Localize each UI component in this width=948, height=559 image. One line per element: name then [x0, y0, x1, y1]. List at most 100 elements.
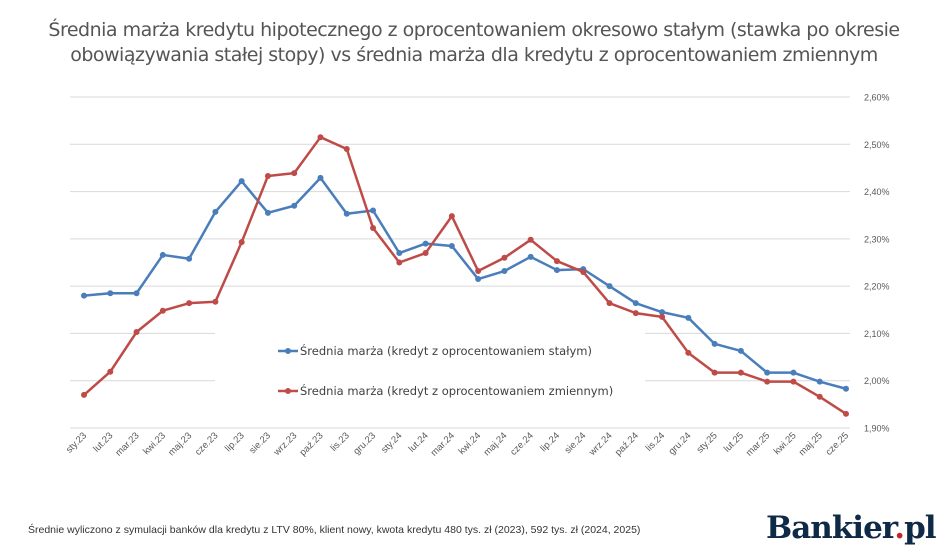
data-point	[816, 378, 823, 385]
data-point	[843, 410, 849, 417]
data-point	[81, 391, 87, 398]
y-tick-label: 2,20%	[864, 282, 890, 292]
data-point	[685, 314, 692, 321]
x-tick-label: sty.24	[379, 430, 404, 455]
data-point	[81, 292, 87, 299]
data-point	[737, 347, 744, 354]
x-tick-label: kwi.23	[141, 430, 168, 457]
data-point	[238, 178, 245, 185]
data-point	[422, 240, 429, 247]
data-point	[475, 276, 482, 283]
x-tick-label: sty.23	[64, 430, 89, 455]
legend-label: Średnia marża (kredyt z oprocentowaniem …	[300, 343, 592, 358]
bankier-logo: Bankier.pl	[766, 510, 937, 546]
data-point	[659, 309, 666, 316]
legend-entry: Średnia marża (kredyt z oprocentowaniem …	[278, 343, 592, 358]
x-tick-label: kwi.24	[456, 430, 483, 457]
data-point	[659, 313, 666, 320]
y-tick-label: 2,10%	[864, 329, 890, 339]
chart-title-line-1: Średnia marża kredytu hipotecznego z opr…	[48, 19, 900, 41]
data-point	[370, 224, 377, 231]
data-point	[632, 310, 639, 317]
x-tick-label: mar.24	[429, 430, 457, 458]
x-tick-label: mar.23	[113, 430, 141, 458]
data-point	[186, 300, 193, 307]
legend-marker	[285, 388, 291, 394]
data-point	[107, 368, 114, 375]
footer-note: Średnie wyliczono z symulacji banków dla…	[28, 524, 641, 536]
data-point	[396, 259, 403, 266]
data-point	[264, 172, 271, 179]
y-tick-label: 1,90%	[864, 424, 890, 434]
data-point	[159, 251, 166, 258]
x-tick-label: lip.24	[538, 430, 562, 454]
data-point	[264, 209, 271, 216]
legend-label: Średnia marża (kredyt z oprocentowaniem …	[300, 383, 613, 398]
data-point	[527, 253, 534, 260]
data-point	[553, 258, 560, 265]
x-tick-label: lip.23	[223, 430, 247, 454]
data-point	[606, 283, 613, 290]
x-tick-label: gru.24	[667, 430, 694, 457]
data-point	[317, 174, 324, 181]
data-point	[764, 378, 771, 385]
data-point	[448, 213, 455, 220]
data-point	[291, 202, 298, 209]
x-tick-label: maj.24	[482, 430, 510, 458]
data-point	[632, 300, 639, 307]
x-tick-label: cze.24	[508, 430, 536, 458]
x-tick-label: sie.23	[247, 430, 273, 456]
data-point	[790, 369, 797, 376]
x-tick-label: maj.23	[166, 430, 194, 458]
x-tick-label: lut.23	[91, 430, 115, 454]
data-point	[133, 329, 140, 336]
data-point	[790, 378, 797, 385]
data-point	[422, 250, 429, 257]
x-tick-label: cze.23	[193, 430, 221, 458]
legend-entry: Średnia marża (kredyt z oprocentowaniem …	[278, 383, 613, 398]
x-tick-label: sty.25	[695, 430, 720, 455]
x-tick-label: maj.25	[797, 430, 825, 458]
data-point	[212, 208, 219, 215]
data-point	[370, 207, 377, 214]
series-fixed-rate	[81, 174, 849, 392]
legend-marker	[285, 348, 291, 354]
series-variable-rate	[81, 134, 849, 417]
y-tick-label: 2,60%	[864, 93, 890, 103]
x-tick-label: lis.24	[644, 430, 667, 453]
x-tick-label: lis.23	[328, 430, 351, 453]
data-point	[580, 268, 587, 275]
data-point	[527, 236, 534, 243]
x-tick-label: paź.23	[298, 430, 326, 458]
series-line	[83, 176, 847, 390]
y-tick-label: 2,50%	[864, 140, 890, 150]
data-point	[606, 300, 613, 307]
data-point	[764, 369, 771, 376]
x-tick-label: sie.24	[563, 430, 589, 456]
data-point	[816, 393, 823, 400]
data-point	[107, 290, 114, 297]
data-point	[317, 134, 324, 141]
y-tick-label: 2,40%	[864, 187, 890, 197]
data-point	[133, 290, 140, 297]
data-point	[843, 385, 849, 392]
data-point	[448, 242, 455, 249]
x-tick-label: cze.25	[824, 430, 852, 458]
data-point	[343, 146, 350, 153]
x-tick-label: lut.24	[406, 430, 430, 454]
data-point	[711, 340, 718, 347]
data-point	[553, 267, 560, 274]
data-point	[238, 239, 245, 246]
data-point	[501, 254, 508, 261]
data-point	[291, 170, 298, 177]
x-tick-label: lut.25	[722, 430, 746, 454]
data-point	[159, 307, 166, 314]
chart-title: Średnia marża kredytu hipotecznego z opr…	[0, 18, 948, 68]
series-line	[83, 135, 847, 415]
x-tick-label: gru.23	[351, 430, 378, 457]
y-tick-label: 2,00%	[864, 376, 890, 386]
data-point	[501, 268, 508, 275]
data-point	[396, 250, 403, 257]
data-point	[711, 369, 718, 376]
